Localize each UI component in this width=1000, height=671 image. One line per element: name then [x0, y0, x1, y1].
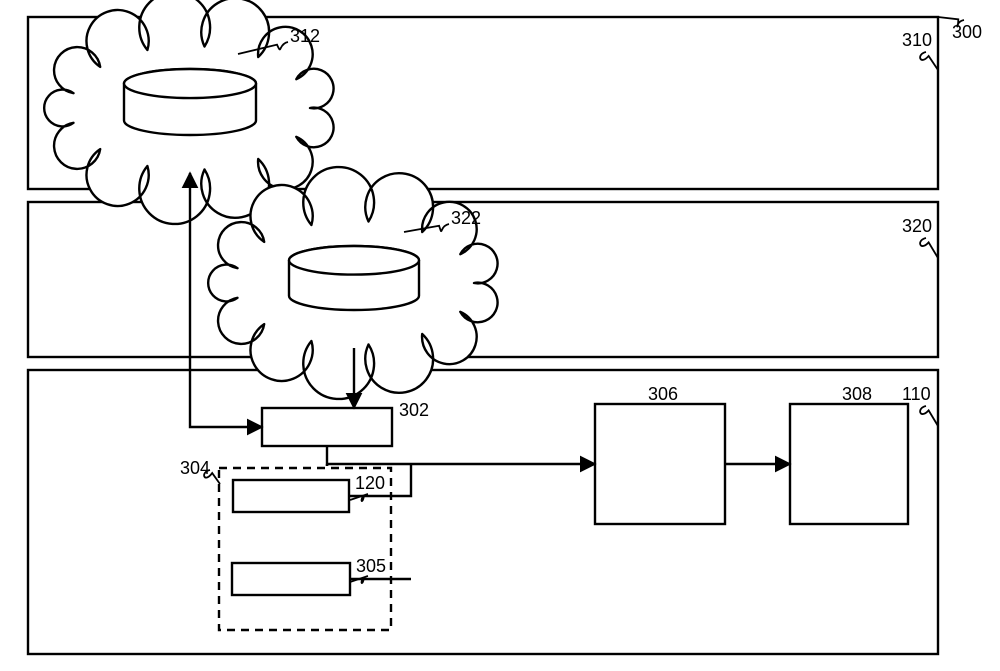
- label-tier-110: 110: [902, 384, 931, 405]
- label-box-306: 306: [648, 384, 678, 405]
- label-tier-320: 320: [902, 216, 932, 237]
- label-system-300: 300: [952, 22, 982, 43]
- label-cloud-312: 312: [290, 26, 320, 47]
- label-box-304: 304: [180, 458, 210, 479]
- label-box-120: 120: [355, 473, 385, 494]
- label-box-305: 305: [356, 556, 386, 577]
- label-tier-310: 310: [902, 30, 932, 51]
- label-box-308: 308: [842, 384, 872, 405]
- label-cloud-322: 322: [451, 208, 481, 229]
- label-box-302: 302: [399, 400, 429, 421]
- patent-block-diagram: [0, 0, 1000, 671]
